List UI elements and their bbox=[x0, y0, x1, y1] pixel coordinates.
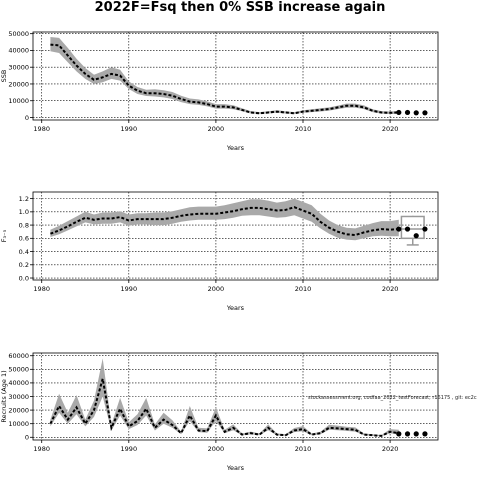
y-axis-label: Recruits (Age 1) bbox=[0, 370, 8, 422]
y-tick-label: 0.0 bbox=[19, 274, 29, 282]
watermark-text: stockassessment.org, codfaa_2022_testFor… bbox=[308, 395, 477, 401]
forecast-point bbox=[404, 431, 411, 437]
y-tick-label: 20000 bbox=[8, 406, 29, 414]
confidence-band bbox=[50, 358, 399, 437]
forecast-point bbox=[413, 233, 419, 239]
x-tick-label: 1980 bbox=[33, 125, 50, 133]
y-tick-label: 40000 bbox=[8, 379, 29, 387]
page-title: 2022F=Fsq then 0% SSB increase again bbox=[94, 0, 386, 15]
y-tick-label: 30000 bbox=[8, 393, 29, 401]
forecast-point bbox=[396, 226, 402, 232]
forecast-point bbox=[422, 226, 428, 232]
plot-frame bbox=[32, 31, 439, 121]
y-tick-label: 0.4 bbox=[19, 248, 29, 256]
x-tick-label: 2020 bbox=[382, 285, 399, 293]
y-tick-label: 1.2 bbox=[19, 195, 29, 203]
x-tick-label: 2000 bbox=[208, 445, 225, 453]
y-tick-label: 60000 bbox=[8, 352, 29, 360]
x-axis-label: Years bbox=[226, 464, 245, 472]
estimate-line bbox=[49, 378, 399, 437]
forecast-point bbox=[413, 110, 419, 116]
plot-frame bbox=[32, 191, 439, 281]
x-tick-label: 1980 bbox=[33, 445, 50, 453]
forecast-point bbox=[422, 431, 428, 437]
x-tick-label: 2020 bbox=[382, 125, 399, 133]
x-tick-label: 1980 bbox=[33, 285, 50, 293]
forecast-point bbox=[413, 431, 419, 437]
x-axis-label: Years bbox=[226, 304, 245, 312]
x-tick-label: 1990 bbox=[121, 445, 138, 453]
x-tick-label: 2010 bbox=[295, 445, 312, 453]
x-tick-label: 2010 bbox=[295, 285, 312, 293]
x-tick-label: 2020 bbox=[382, 445, 399, 453]
estimate-line bbox=[50, 43, 399, 115]
y-tick-label: 1.0 bbox=[19, 208, 29, 216]
y-tick-label: 0.2 bbox=[19, 261, 29, 269]
forecast-point bbox=[396, 431, 402, 437]
confidence-band bbox=[50, 198, 399, 241]
y-tick-label: 50000 bbox=[8, 366, 29, 374]
y-tick-label: 20000 bbox=[8, 80, 29, 88]
x-tick-label: 2000 bbox=[208, 285, 225, 293]
y-axis-label: F₃₋₅ bbox=[0, 229, 8, 242]
x-tick-label: 1990 bbox=[121, 285, 138, 293]
y-tick-label: 0 bbox=[25, 434, 29, 442]
x-tick-label: 1990 bbox=[121, 125, 138, 133]
x-tick-label: 2010 bbox=[295, 125, 312, 133]
y-tick-label: 10000 bbox=[8, 420, 29, 428]
forecast-point bbox=[404, 226, 411, 232]
confidence-band bbox=[50, 37, 399, 115]
y-tick-label: 40000 bbox=[8, 47, 29, 55]
forecast-box bbox=[400, 215, 425, 240]
estimate-line bbox=[50, 206, 399, 237]
x-axis-label: Years bbox=[226, 144, 245, 152]
y-tick-label: 0.8 bbox=[19, 221, 29, 229]
y-tick-label: 0.6 bbox=[19, 235, 29, 243]
forecast-point bbox=[404, 109, 411, 116]
y-axis-label: SSB bbox=[0, 70, 8, 83]
y-tick-label: 10000 bbox=[8, 97, 29, 105]
y-tick-label: 0 bbox=[25, 114, 29, 122]
y-tick-label: 30000 bbox=[8, 64, 29, 72]
x-tick-label: 2000 bbox=[208, 125, 225, 133]
forecast-point bbox=[422, 110, 428, 116]
forecast-point bbox=[396, 109, 402, 116]
y-tick-label: 50000 bbox=[8, 30, 29, 38]
